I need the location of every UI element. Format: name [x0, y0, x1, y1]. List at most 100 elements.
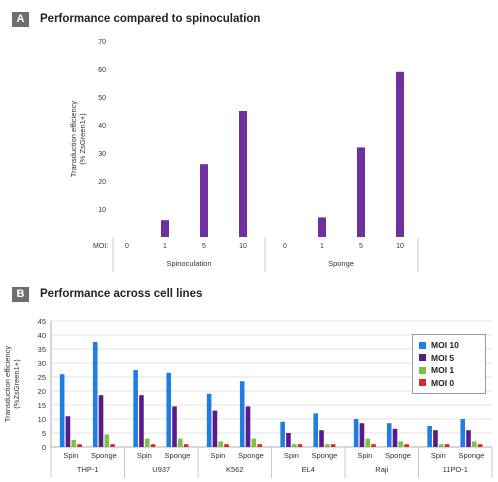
y-axis-label-line: (% ZsGreen1+): [78, 113, 87, 165]
y-tick-label: 50: [98, 95, 106, 102]
x-tick-label: 10: [396, 243, 404, 250]
bar: [386, 423, 392, 447]
method-label: Spin: [137, 451, 152, 460]
x-tick-label: 5: [359, 243, 363, 250]
y-axis-label-line: (%ZsGreen1+): [12, 359, 21, 409]
legend-label: MOI 0: [431, 377, 455, 388]
bar: [371, 444, 376, 447]
legend-swatch: [419, 379, 426, 387]
bar: [218, 441, 224, 447]
bar: [427, 426, 432, 447]
bar: [178, 438, 183, 447]
method-label: Sponge: [238, 451, 264, 460]
bar: [318, 217, 326, 237]
y-axis-label: Transduction efficiency(% ZsGreen1+): [69, 101, 87, 178]
panel-b-label: B: [12, 287, 29, 302]
chart-b-legend: MOI 10 MOI 5 MOI 1 MOI 0: [412, 334, 486, 394]
bar: [319, 430, 324, 447]
method-label: Sponge: [385, 451, 411, 460]
legend-swatch: [419, 341, 426, 349]
bar: [172, 406, 177, 447]
bar: [291, 444, 297, 447]
y-tick-label: 15: [38, 401, 46, 410]
x-tick-label: 0: [283, 243, 287, 250]
bar: [92, 342, 98, 447]
method-label: Spin: [210, 451, 225, 460]
panel-b-title: Performance across cell lines: [40, 288, 203, 300]
y-tick-label: 25: [38, 373, 46, 382]
y-tick-label: 0: [42, 443, 46, 452]
bar: [77, 444, 82, 447]
bar: [183, 444, 189, 447]
bar: [477, 444, 483, 447]
legend-label: MOI 1: [431, 365, 455, 376]
method-label: Spin: [357, 451, 372, 460]
bar: [104, 434, 110, 447]
bar: [359, 423, 365, 447]
legend-label: MOI 5: [431, 352, 455, 363]
bar: [239, 381, 245, 447]
method-label: Sponge: [164, 451, 190, 460]
x-tick-label: 0: [125, 243, 129, 250]
y-tick-label: 5: [42, 429, 46, 438]
panel-a-label: A: [12, 12, 29, 27]
bar: [200, 164, 208, 237]
legend-item: MOI 10: [419, 339, 485, 352]
bar: [472, 441, 477, 447]
legend-item: MOI 0: [419, 377, 485, 390]
bar: [313, 413, 319, 447]
bar: [59, 374, 65, 447]
x-tick-label: 1: [163, 243, 167, 250]
bar: [98, 395, 104, 447]
bar: [438, 444, 444, 447]
bar: [365, 438, 371, 447]
bar: [433, 430, 438, 447]
cell-line-label: K562: [226, 465, 244, 474]
bar: [353, 419, 359, 447]
y-tick-label: 40: [98, 123, 106, 130]
bar: [212, 410, 218, 447]
bar: [392, 428, 398, 447]
bar: [466, 430, 471, 447]
x-tick-label: 10: [239, 243, 247, 250]
bar: [257, 444, 262, 447]
bar: [444, 444, 450, 447]
bar: [280, 421, 285, 447]
panel-a-title: Performance compared to spinoculation: [40, 13, 261, 25]
bar: [71, 440, 77, 447]
x-tick-label: 1: [320, 243, 324, 250]
y-tick-label: 40: [38, 331, 46, 340]
legend-swatch: [419, 354, 426, 362]
x-tick-label: 5: [202, 243, 206, 250]
bar: [206, 393, 212, 447]
legend-swatch: [419, 366, 426, 374]
bar: [239, 111, 247, 237]
bar: [139, 395, 144, 447]
y-tick-label: 30: [98, 151, 106, 158]
bar: [357, 147, 365, 237]
bar: [404, 444, 409, 447]
y-tick-label: 10: [38, 415, 46, 424]
bar: [65, 416, 71, 447]
legend-label: MOI 10: [431, 340, 459, 351]
moi-label: MOI:: [93, 243, 108, 250]
y-tick-label: 60: [98, 67, 106, 74]
method-label: Sponge: [311, 451, 337, 460]
legend-item: MOI 5: [419, 352, 485, 365]
y-tick-label: 30: [38, 359, 46, 368]
bar: [398, 441, 404, 447]
bar: [161, 220, 169, 237]
legend-item: MOI 1: [419, 364, 485, 377]
y-axis-label-line: Transduction efficiency: [3, 346, 12, 423]
y-tick-label: 45: [38, 317, 46, 326]
bar: [251, 438, 257, 447]
y-tick-label: 35: [38, 345, 46, 354]
cell-line-label: THP-1: [77, 465, 99, 474]
cell-line-label: 11PO-1: [443, 465, 468, 474]
y-tick-label: 20: [38, 387, 46, 396]
bar: [133, 370, 138, 447]
y-tick-label: 10: [98, 207, 106, 214]
method-label: Spin: [431, 451, 446, 460]
